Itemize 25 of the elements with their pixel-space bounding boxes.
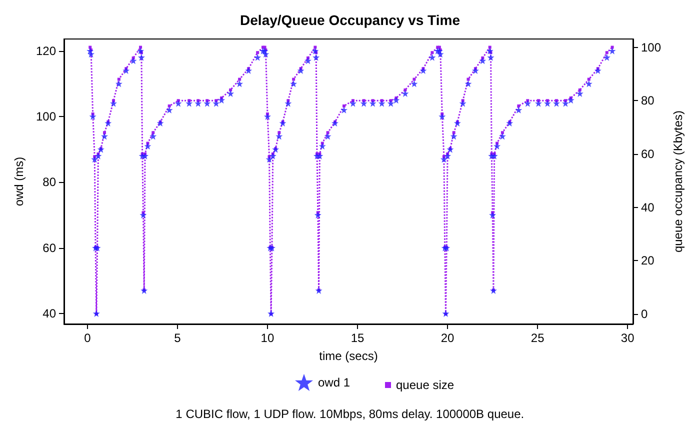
chart-title: Delay/Queue Occupancy vs Time (240, 12, 460, 28)
y2-tick-label: 0 (641, 307, 648, 321)
x-tick-label: 0 (84, 331, 92, 345)
x-tick-label: 15 (350, 331, 364, 345)
y-tick-label: 120 (36, 44, 56, 58)
y-tick-label: 80 (42, 175, 56, 190)
x-tick-label: 5 (174, 331, 182, 345)
x-tick-label: 10 (260, 331, 274, 345)
y2-tick-label: 40 (641, 200, 655, 214)
y-tick-label: 60 (42, 240, 56, 255)
x-axis-title: time (secs) (319, 349, 378, 363)
y-tick-label: 100 (36, 109, 56, 124)
y2-tick-label: 60 (641, 146, 655, 161)
x-tick-label: 30 (620, 331, 635, 345)
y2-axis-title: queue occupancy (Kbytes) (670, 110, 685, 253)
y2-tick-label: 80 (641, 94, 655, 108)
y2-tick-label: 20 (641, 254, 655, 268)
text: 1 CUBIC flow, 1 UDP flow. 10Mbps, 80ms delay. 100000B queue. (176, 407, 524, 421)
y-axis-title: owd (ms) (12, 156, 26, 206)
legend-label: owd 1 (318, 375, 350, 390)
y-tick-label: 40 (42, 306, 56, 320)
x-tick-label: 20 (440, 331, 455, 345)
legend-label: queue size (396, 378, 454, 392)
x-tick-label: 25 (530, 331, 545, 345)
y2-tick-label: 100 (641, 40, 662, 54)
